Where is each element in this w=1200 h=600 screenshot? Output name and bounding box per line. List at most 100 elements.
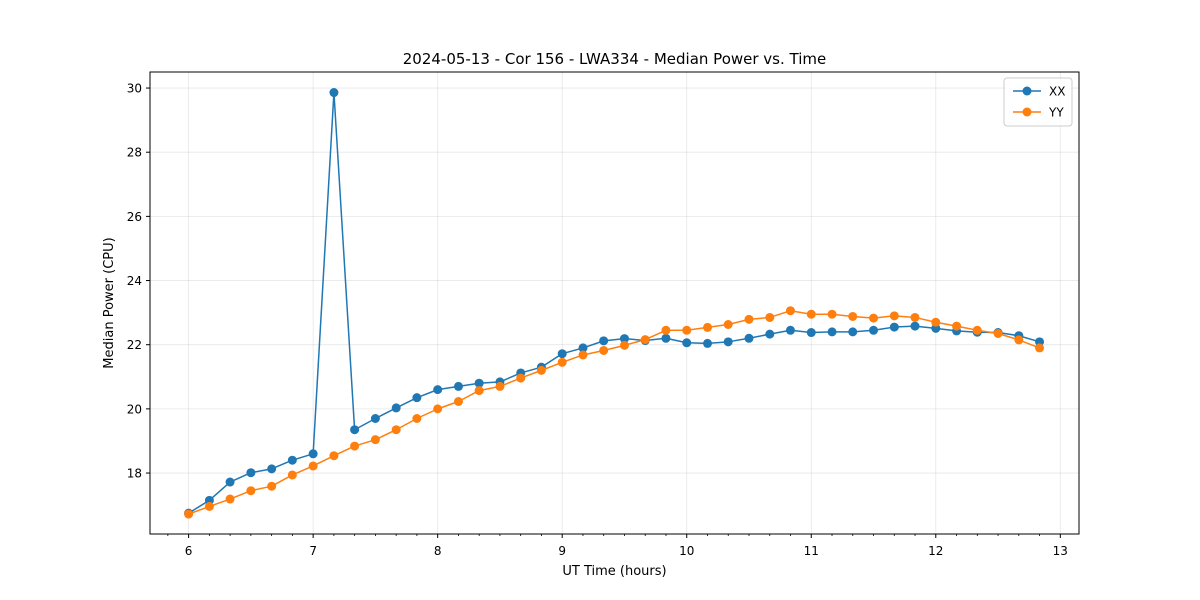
data-point-xx: [765, 329, 775, 339]
data-point-yy: [640, 335, 650, 345]
data-point-yy: [931, 317, 941, 327]
data-point-yy: [578, 350, 588, 360]
data-point-xx: [806, 328, 816, 338]
data-point-xx: [869, 325, 879, 335]
y-axis: 18 20 22 24 26 28 30: [127, 82, 150, 481]
data-point-yy: [287, 470, 297, 480]
data-point-yy: [952, 321, 962, 331]
series-layer: [184, 88, 1045, 519]
data-point-xx: [723, 337, 733, 347]
data-point-xx: [391, 403, 401, 413]
legend-label-xx: XX: [1049, 85, 1065, 99]
data-point-xx: [785, 325, 795, 335]
data-point-yy: [495, 381, 505, 391]
data-point-xx: [474, 378, 484, 388]
data-point-yy: [412, 414, 422, 423]
legend: XX YY: [1003, 77, 1073, 127]
legend-marker-yy: [1022, 107, 1032, 117]
data-point-xx: [329, 88, 339, 98]
legend-label-yy: YY: [1048, 106, 1064, 120]
x-tick-label: 6: [185, 544, 193, 558]
data-point-yy: [848, 311, 858, 321]
data-point-xx: [308, 449, 318, 459]
data-point-xx: [578, 343, 588, 353]
data-point-yy: [267, 481, 277, 491]
data-point-yy: [184, 509, 194, 519]
y-tick-label: 18: [127, 467, 142, 481]
data-point-yy: [599, 345, 609, 355]
data-point-xx: [412, 393, 422, 403]
x-axis-label: UT Time (hours): [562, 564, 666, 579]
data-point-yy: [370, 435, 380, 445]
series-yy: [184, 306, 1045, 519]
x-tick-label: 11: [804, 544, 819, 558]
chart-title: 2024-05-13 - Cor 156 - LWA334 - Median P…: [403, 50, 827, 68]
data-point-yy: [557, 357, 567, 367]
plot-frame: [149, 71, 1080, 535]
x-tick-label: 10: [679, 544, 694, 558]
data-point-yy: [225, 494, 235, 504]
data-point-xx: [287, 455, 297, 465]
x-tick-label: 13: [1053, 544, 1068, 558]
data-point-xx: [557, 349, 567, 359]
data-point-xx: [744, 333, 754, 343]
data-point-yy: [246, 486, 256, 496]
data-point-xx: [848, 327, 858, 337]
data-point-yy: [516, 373, 526, 383]
data-point-yy: [474, 386, 484, 396]
x-tick-label: 9: [558, 544, 566, 558]
legend-marker-xx: [1022, 86, 1032, 96]
y-tick-label: 20: [127, 402, 142, 416]
data-point-yy: [744, 314, 754, 324]
data-point-xx: [889, 322, 899, 332]
data-point-yy: [785, 306, 795, 316]
data-point-yy: [350, 441, 360, 451]
data-point-xx: [453, 381, 463, 391]
data-point-yy: [889, 311, 899, 321]
y-tick-label: 30: [127, 82, 142, 96]
data-point-yy: [536, 365, 546, 375]
data-point-xx: [910, 321, 920, 331]
data-point-yy: [619, 340, 629, 350]
data-point-yy: [1035, 343, 1045, 353]
data-point-yy: [869, 313, 879, 323]
data-point-xx: [827, 327, 837, 337]
series-xx: [184, 88, 1045, 518]
data-point-yy: [972, 325, 982, 335]
data-point-yy: [703, 322, 713, 332]
data-point-yy: [910, 312, 920, 322]
data-point-yy: [827, 309, 837, 319]
data-point-yy: [329, 451, 339, 461]
x-tick-label: 8: [434, 544, 442, 558]
data-point-xx: [619, 334, 629, 344]
data-point-yy: [723, 319, 733, 329]
data-point-yy: [308, 461, 318, 471]
y-tick-label: 28: [127, 146, 142, 160]
data-point-yy: [204, 501, 214, 511]
data-point-xx: [350, 425, 360, 435]
data-point-yy: [765, 312, 775, 322]
x-tick-label: 7: [309, 544, 317, 558]
y-tick-label: 22: [127, 338, 142, 352]
data-point-xx: [433, 385, 443, 395]
y-axis-label: Median Power (CPU): [102, 237, 117, 368]
x-axis: 6 7 8 9 10 11 12 13: [167, 534, 1068, 558]
data-point-xx: [267, 464, 277, 474]
data-point-xx: [599, 336, 609, 346]
data-point-yy: [1014, 335, 1024, 345]
x-tick-label: 12: [928, 544, 943, 558]
data-point-yy: [453, 396, 463, 406]
data-point-yy: [993, 328, 1003, 338]
grid: [150, 72, 1079, 534]
data-point-yy: [391, 425, 401, 435]
data-point-yy: [682, 325, 692, 335]
legend-box: [1003, 77, 1073, 127]
data-point-xx: [703, 338, 713, 348]
data-point-yy: [806, 309, 816, 319]
y-tick-label: 24: [127, 274, 142, 288]
data-point-yy: [433, 404, 443, 414]
data-point-xx: [225, 477, 235, 487]
y-tick-label: 26: [127, 210, 142, 224]
data-point-xx: [246, 468, 256, 478]
